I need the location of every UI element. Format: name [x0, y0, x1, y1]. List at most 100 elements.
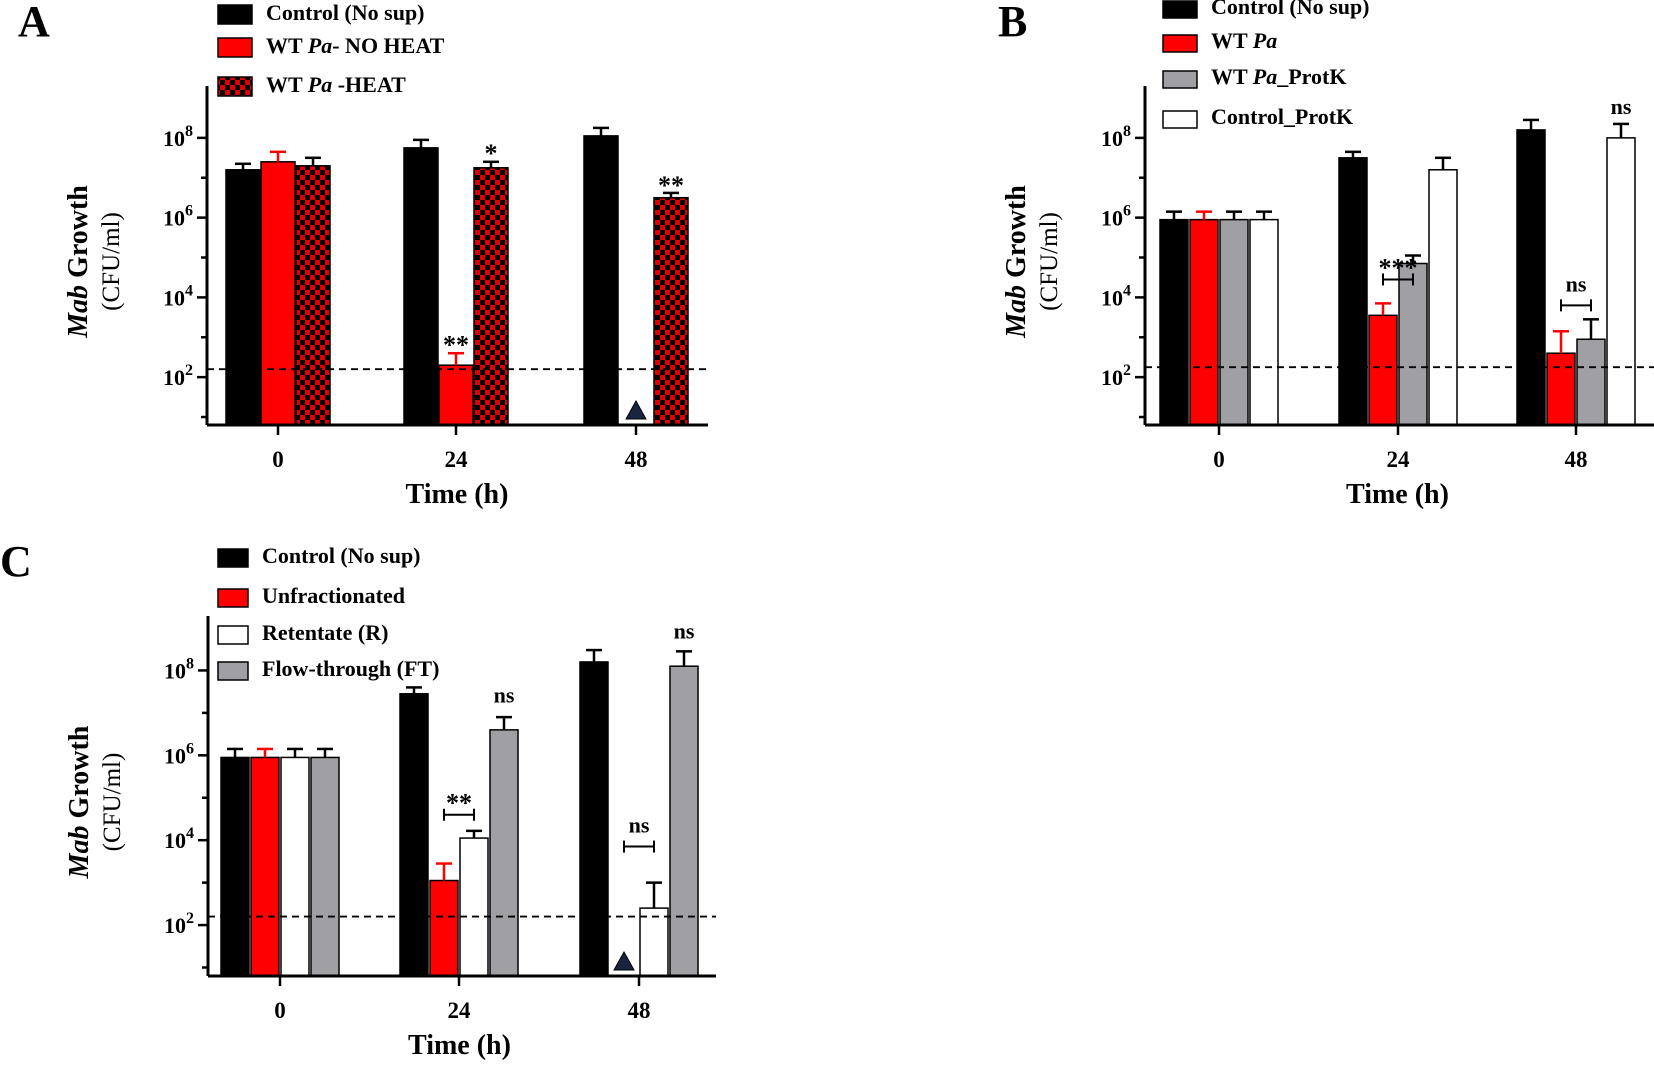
legend-label: Control (No sup): [262, 543, 421, 568]
legend-label-part: WT: [1211, 64, 1253, 89]
legend-label: Control (No sup): [1211, 0, 1370, 19]
y-axis-title-italic: Mab: [1001, 285, 1032, 339]
legend-label-part: WT: [266, 33, 308, 58]
y-tick-base: 10: [1101, 126, 1123, 151]
bar: [225, 169, 261, 426]
bar: [399, 693, 429, 977]
legend-swatch: [1162, 110, 1198, 129]
y-axis-title-rest: Growth: [63, 185, 94, 285]
x-tick-label: 0: [272, 447, 284, 472]
y-tick-base: 10: [1101, 365, 1123, 390]
y-tick-exponent: 6: [1123, 203, 1131, 220]
bar: [639, 907, 669, 977]
legend-swatch: [217, 588, 249, 608]
bar: [1338, 157, 1368, 426]
bar: [438, 364, 474, 426]
y-tick-label: 102: [163, 362, 193, 390]
y-tick-exponent: 8: [1123, 123, 1131, 140]
x-axis-title: Time (h): [406, 479, 509, 510]
y-tick-label: 104: [164, 825, 194, 853]
y-tick-base: 10: [1101, 285, 1123, 310]
legend-swatch: [1162, 34, 1198, 53]
bar: [1576, 338, 1606, 426]
bar: [220, 756, 250, 977]
y-tick-label: 106: [163, 203, 193, 231]
legend-label: WT Pa: [1211, 28, 1277, 53]
bar: [1606, 137, 1636, 426]
legend-label-part: Unfractionated: [262, 583, 405, 608]
x-tick-label: 24: [1387, 447, 1411, 472]
x-tick-label: 24: [448, 998, 472, 1023]
bar: [1249, 218, 1279, 426]
legend-label-part: Control (No sup): [262, 543, 421, 568]
y-axis-title: Mab Growth: [63, 185, 94, 339]
legend-label: WT Pa_ProtK: [1211, 64, 1346, 89]
y-tick-label: 106: [1101, 203, 1131, 231]
bar: [429, 879, 459, 977]
bar: [473, 167, 509, 426]
x-axis-title: Time (h): [1346, 479, 1449, 510]
legend-label-part: Pa: [307, 72, 332, 97]
legend-label: Unfractionated: [262, 583, 405, 608]
y-tick-label: 104: [163, 282, 193, 310]
y-tick-exponent: 8: [185, 123, 193, 140]
y-tick-base: 10: [164, 743, 186, 768]
bracket-label: ***: [1379, 253, 1418, 282]
y-tick-exponent: 8: [186, 655, 194, 672]
legend-label-part: Pa: [1252, 28, 1277, 53]
x-tick-label: 48: [1565, 447, 1588, 472]
y-tick-exponent: 4: [185, 282, 193, 299]
bar: [260, 161, 296, 426]
legend-swatch: [217, 4, 253, 25]
legend-label-part: Control (No sup): [1211, 0, 1370, 19]
y-tick-base: 10: [164, 828, 186, 853]
legend-label-part: Retentate (R): [262, 620, 388, 645]
bar: [403, 147, 439, 426]
legend-label: Control_ProtK: [1211, 104, 1353, 129]
bar: [1159, 218, 1189, 426]
bar: [1219, 218, 1249, 426]
y-axis-title-rest: Growth: [64, 725, 95, 825]
legend-swatch: [217, 76, 253, 97]
bar: [1189, 218, 1219, 426]
bracket-label: ns: [1566, 271, 1587, 296]
legend-label: Control (No sup): [266, 0, 425, 25]
y-tick-label: 102: [164, 910, 194, 938]
legend-label-part: -HEAT: [332, 72, 406, 97]
bar: [280, 756, 310, 977]
bar: [579, 661, 609, 977]
bar: [583, 135, 619, 426]
y-axis-title: Mab Growth: [64, 725, 95, 879]
legend-label: WT Pa -HEAT: [266, 72, 406, 97]
legend-label-part: Control (No sup): [266, 0, 425, 25]
y-tick-exponent: 2: [185, 362, 193, 379]
y-tick-base: 10: [163, 365, 185, 390]
x-tick-label: 0: [1213, 447, 1225, 472]
y-axis-title-italic: Mab: [63, 285, 94, 339]
legend-swatch: [217, 548, 249, 568]
bar: [653, 196, 689, 426]
y-axis-units: (CFU/ml): [1036, 212, 1063, 311]
significance-label: ns: [674, 619, 695, 644]
bar: [1398, 262, 1428, 426]
bar: [489, 729, 519, 977]
y-tick-base: 10: [164, 913, 186, 938]
x-tick-label: 48: [625, 447, 648, 472]
legend-label-part: - NO HEAT: [332, 33, 444, 58]
bar: [1516, 129, 1546, 426]
y-tick-exponent: 2: [186, 910, 194, 927]
y-axis-title-rest: Growth: [1001, 185, 1032, 285]
legend-label: Retentate (R): [262, 620, 388, 645]
y-tick-exponent: 2: [1123, 362, 1131, 379]
x-tick-label: 24: [445, 447, 469, 472]
legend-label-part: Pa: [307, 33, 332, 58]
significance-label: *: [485, 139, 498, 168]
y-tick-base: 10: [164, 658, 186, 683]
legend-label-part: WT: [1211, 28, 1253, 53]
legend-label-part: Pa: [1252, 64, 1277, 89]
below-detection-marker: [613, 950, 635, 971]
legend-label-part: _ProtK: [1276, 64, 1346, 89]
bar: [459, 837, 489, 977]
below-detection-marker: [625, 399, 647, 420]
